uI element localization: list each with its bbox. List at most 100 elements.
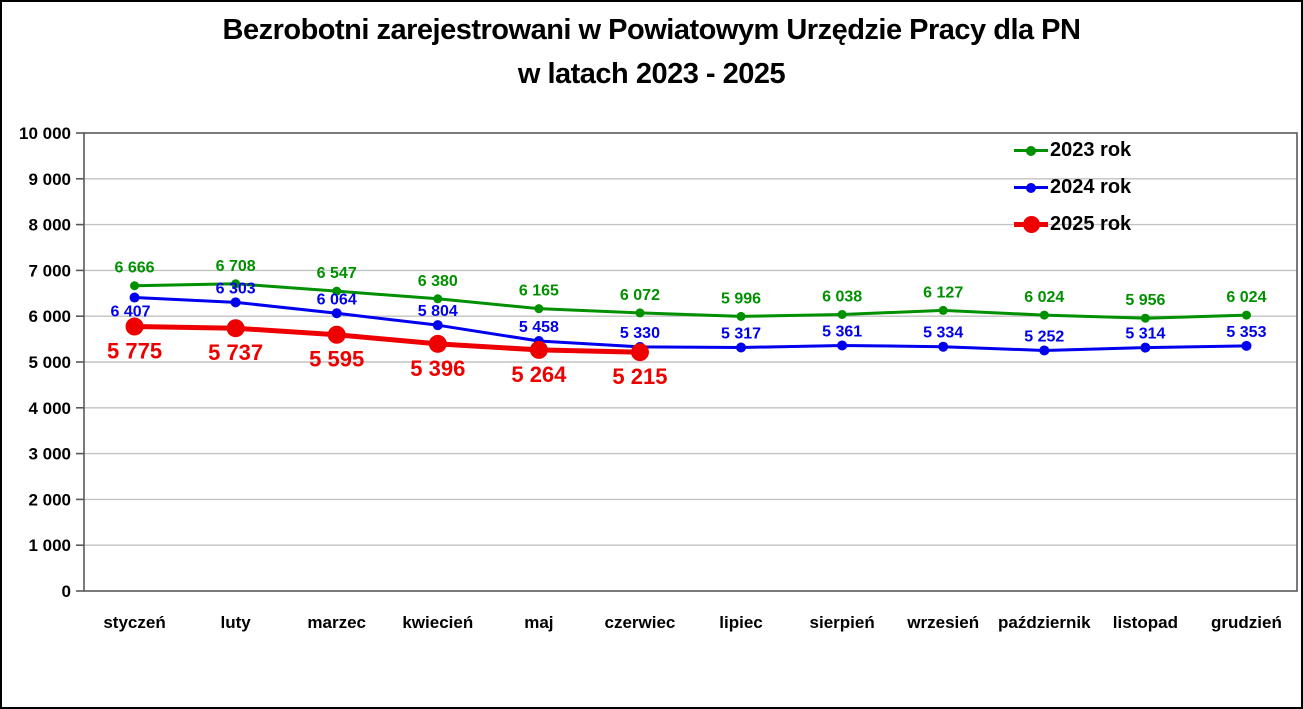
chart-title-line2: w latach 2023 - 2025 xyxy=(517,58,786,90)
data-label: 5 396 xyxy=(410,356,465,381)
data-label: 6 165 xyxy=(519,283,559,300)
data-point xyxy=(1140,342,1151,353)
y-axis-label: 2 000 xyxy=(28,490,71,509)
data-label: 5 737 xyxy=(208,340,263,365)
x-axis-label: kwiecień xyxy=(402,613,473,632)
data-point xyxy=(332,286,342,296)
y-axis-label: 3 000 xyxy=(28,445,71,464)
data-label: 6 024 xyxy=(1024,289,1064,306)
data-label: 6 380 xyxy=(418,273,458,290)
data-label: 6 127 xyxy=(923,284,963,301)
data-label: 5 353 xyxy=(1226,324,1266,341)
data-point xyxy=(428,334,447,353)
data-label: 6 708 xyxy=(216,258,256,275)
legend-label-2025: 2025 rok xyxy=(1050,213,1132,235)
data-label: 5 775 xyxy=(107,339,162,364)
data-label: 6 666 xyxy=(115,260,155,277)
data-point xyxy=(1140,313,1150,323)
chart-title: Bezrobotni zarejestrowani w Powiatowym U… xyxy=(2,8,1301,96)
legend-label-2024: 2024 rok xyxy=(1050,176,1132,198)
data-point xyxy=(630,343,649,362)
data-point xyxy=(1241,310,1251,320)
y-axis-label: 5 000 xyxy=(28,353,71,372)
series-line-2025 xyxy=(132,324,643,355)
data-point xyxy=(432,320,443,331)
x-axis-label: czerwiec xyxy=(605,613,676,632)
y-axis-label: 10 000 xyxy=(19,124,71,143)
series-line-2023 xyxy=(133,282,1248,320)
data-label: 6 072 xyxy=(620,287,660,304)
x-axis-label: maj xyxy=(524,613,553,632)
data-label: 5 252 xyxy=(1024,328,1064,345)
data-point xyxy=(327,325,346,344)
data-point xyxy=(125,317,144,336)
y-axis-label: 8 000 xyxy=(28,216,71,235)
legend-item-2024: 2024 rok xyxy=(1014,169,1131,206)
data-label: 5 215 xyxy=(612,364,667,389)
data-point xyxy=(635,308,645,318)
y-axis-label: 1 000 xyxy=(28,536,71,555)
data-label: 5 317 xyxy=(721,325,761,342)
chart-title-line1: Bezrobotni zarejestrowani w Powiatowym U… xyxy=(222,14,1081,46)
y-axis-label: 7 000 xyxy=(28,261,71,280)
legend-swatch-2025 xyxy=(1014,215,1048,235)
data-point xyxy=(736,342,747,353)
legend-swatch-2023 xyxy=(1014,141,1048,161)
y-axis-label: 0 xyxy=(62,582,71,601)
y-axis-label: 6 000 xyxy=(28,307,71,326)
legend-label-2023: 2023 rok xyxy=(1050,139,1132,161)
x-axis-label: listopad xyxy=(1113,613,1178,632)
data-point xyxy=(837,340,848,351)
data-label: 6 303 xyxy=(216,280,256,297)
data-label: 6 024 xyxy=(1226,289,1266,306)
legend-item-2023: 2023 rok xyxy=(1014,132,1131,169)
data-point xyxy=(938,341,949,352)
x-axis-label: sierpień xyxy=(810,613,875,632)
data-label: 6 038 xyxy=(822,288,862,305)
data-point xyxy=(226,319,245,338)
data-label: 5 956 xyxy=(1125,292,1165,309)
data-point xyxy=(534,304,544,314)
data-point xyxy=(736,311,746,321)
y-axis-label: 9 000 xyxy=(28,170,71,189)
x-axis-label: lipiec xyxy=(719,613,762,632)
x-axis-label: październik xyxy=(998,613,1091,632)
dot-marker-icon xyxy=(1026,182,1036,193)
legend-swatch-2024 xyxy=(1014,178,1048,198)
data-point xyxy=(130,281,140,291)
series-line-2024 xyxy=(133,296,1248,352)
data-label: 6 064 xyxy=(317,291,357,308)
data-label: 5 595 xyxy=(309,347,364,372)
data-point xyxy=(938,305,948,315)
data-label: 5 458 xyxy=(519,319,559,336)
data-label: 6 407 xyxy=(111,304,151,321)
data-point xyxy=(1039,345,1050,356)
x-axis-label: marzec xyxy=(307,613,366,632)
legend-item-2025: 2025 rok xyxy=(1014,206,1131,243)
data-point xyxy=(837,309,847,319)
data-point xyxy=(529,340,548,359)
data-label: 5 264 xyxy=(511,362,567,387)
data-label: 5 330 xyxy=(620,325,660,342)
x-axis-label: grudzień xyxy=(1211,613,1282,632)
data-point xyxy=(231,279,241,289)
legend: 2023 rok 2024 rok 2025 rok xyxy=(1014,132,1131,243)
x-axis-label: wrzesień xyxy=(906,613,979,632)
data-label: 5 361 xyxy=(822,323,862,340)
data-label: 6 547 xyxy=(317,265,357,282)
x-axis-label: styczeń xyxy=(103,613,165,632)
dot-marker-icon xyxy=(1022,216,1040,233)
data-point xyxy=(331,308,342,319)
data-point xyxy=(1241,340,1252,351)
y-axis-label: 4 000 xyxy=(28,399,71,418)
data-label: 5 334 xyxy=(923,325,963,342)
data-point xyxy=(129,292,140,303)
data-point xyxy=(433,294,443,304)
data-point xyxy=(1039,310,1049,320)
data-label: 5 996 xyxy=(721,290,761,307)
x-axis-label: luty xyxy=(221,613,252,632)
dot-marker-icon xyxy=(1026,145,1036,156)
data-label: 5 314 xyxy=(1125,326,1165,343)
